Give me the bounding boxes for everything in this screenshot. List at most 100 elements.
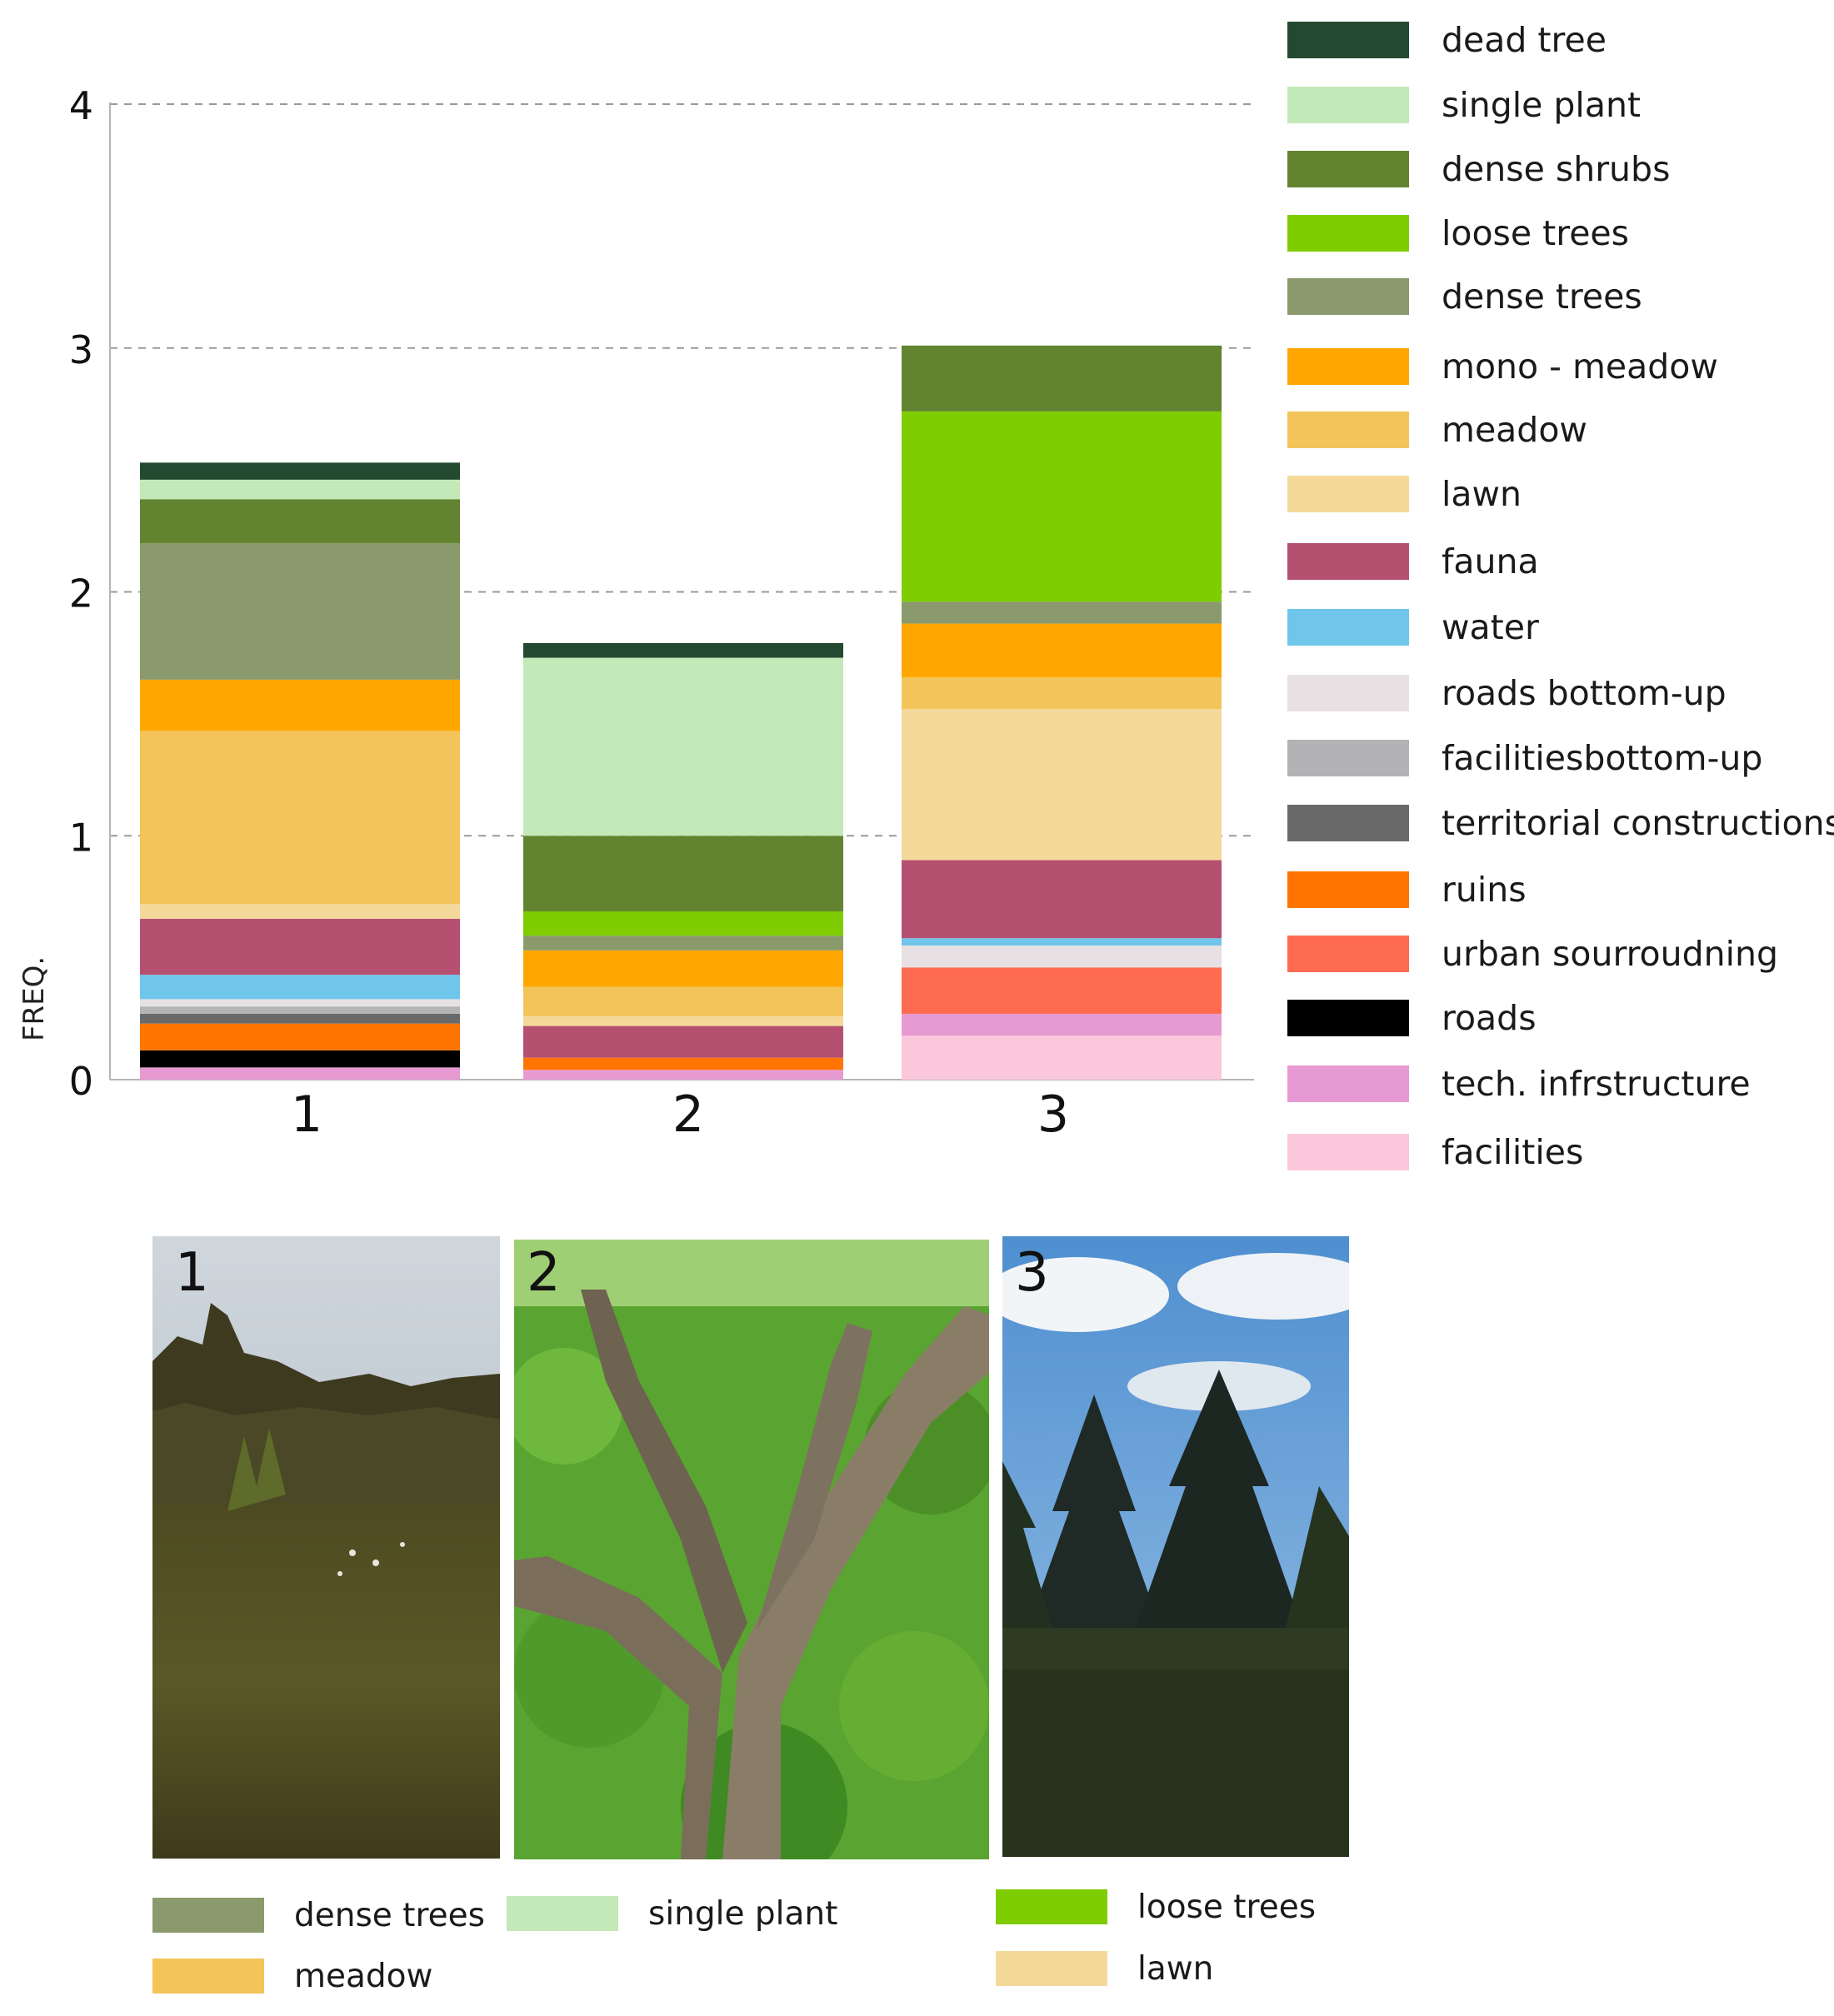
bar-3-dense-trees bbox=[902, 601, 1222, 624]
legend-swatch bbox=[1287, 871, 1409, 908]
photo-legend-item-loose-trees: loose trees bbox=[996, 1889, 1346, 1926]
bar-2-tech-infrstructure bbox=[523, 1070, 843, 1080]
y-tick-label-2: 2 bbox=[69, 571, 93, 616]
legend-swatch bbox=[1287, 412, 1409, 448]
y-axis-label: FREQ. bbox=[17, 956, 51, 1041]
photo-legend-swatch bbox=[996, 1889, 1107, 1924]
legend-swatch bbox=[1287, 87, 1409, 123]
bar-3-lawn bbox=[902, 709, 1222, 861]
legend-swatch bbox=[1287, 348, 1409, 385]
photo-site-3-image bbox=[1002, 1236, 1349, 1857]
legend-swatch bbox=[1287, 476, 1409, 512]
legend-label: water bbox=[1442, 607, 1539, 647]
photo-legend-swatch bbox=[152, 1898, 264, 1933]
legend-item-dead-tree: dead tree bbox=[1287, 22, 1829, 60]
legend-label: tech. infrstructure bbox=[1442, 1064, 1751, 1104]
legend-label: single plant bbox=[1442, 85, 1642, 125]
legend-item-tech-infrastructure: tech. infrstructure bbox=[1287, 1065, 1829, 1104]
bar-1-mono-meadow bbox=[140, 679, 460, 731]
legend-item-loose-trees: loose trees bbox=[1287, 215, 1829, 253]
legend-swatch bbox=[1287, 543, 1409, 580]
photo-legend-label: loose trees bbox=[1137, 1889, 1317, 1926]
legend-label: meadow bbox=[1442, 410, 1587, 450]
bar-3-dense-shrubs bbox=[902, 345, 1222, 412]
legend-item-dense-trees: dense trees bbox=[1287, 278, 1829, 317]
bar-1-water bbox=[140, 975, 460, 1000]
legend-swatch bbox=[1287, 278, 1409, 315]
legend-label: facilitiesbottom-up bbox=[1442, 738, 1763, 778]
chart-legend: dead tree single plant dense shrubs loos… bbox=[1287, 0, 1834, 1191]
bars bbox=[140, 345, 1222, 1080]
bar-2-fauna bbox=[523, 1025, 843, 1058]
legend-label: dense trees bbox=[1442, 277, 1642, 317]
photo-site-2-image bbox=[514, 1240, 989, 1859]
bar-3-meadow bbox=[902, 676, 1222, 710]
bar-3-tech-infrstructure bbox=[902, 1013, 1222, 1036]
bar-1-territorial-constructions bbox=[140, 1013, 460, 1024]
legend-label: dense shrubs bbox=[1442, 149, 1671, 189]
bar-3-water bbox=[902, 938, 1222, 946]
bar-3-roads-bottom-up bbox=[902, 945, 1222, 968]
legend-swatch bbox=[1287, 22, 1409, 58]
bar-1-dense-trees bbox=[140, 542, 460, 680]
legend-item-water: water bbox=[1287, 609, 1829, 647]
bar-1-roads-bottom-up bbox=[140, 999, 460, 1007]
legend-label: urban sourroudning bbox=[1442, 934, 1779, 974]
legend-item-fauna: fauna bbox=[1287, 543, 1829, 581]
bar-2-ruins bbox=[523, 1057, 843, 1070]
y-tick-label-4: 4 bbox=[69, 83, 93, 128]
photo-legend-swatch bbox=[996, 1951, 1107, 1986]
legend-swatch bbox=[1287, 740, 1409, 776]
bar-2-dense-shrubs bbox=[523, 836, 843, 912]
legend-swatch bbox=[1287, 1065, 1409, 1102]
photo-number-1: 1 bbox=[175, 1242, 209, 1304]
bar-1-dense-shrubs bbox=[140, 499, 460, 543]
x-tick-label-1: 1 bbox=[291, 1085, 322, 1144]
legend-item-single-plant: single plant bbox=[1287, 87, 1829, 125]
legend-item-urban-surrounding: urban sourroudning bbox=[1287, 936, 1829, 974]
legend-label: territorial constructions bbox=[1442, 803, 1834, 843]
legend-item-mono-meadow: mono - meadow bbox=[1287, 348, 1829, 387]
y-tick-label-0: 0 bbox=[69, 1059, 93, 1104]
bar-2-dead-tree bbox=[523, 642, 843, 658]
photo-legend-label: dense trees bbox=[294, 1897, 485, 1934]
legend-item-dense-shrubs: dense shrubs bbox=[1287, 151, 1829, 189]
legend-label: fauna bbox=[1442, 541, 1539, 581]
x-tick-label-2: 2 bbox=[672, 1085, 704, 1144]
y-tick-label-1: 1 bbox=[69, 815, 93, 860]
bar-1-facilitiesbottom-up bbox=[140, 1006, 460, 1014]
legend-swatch bbox=[1287, 215, 1409, 252]
bar-1-roads bbox=[140, 1050, 460, 1068]
y-tick-label-3: 3 bbox=[69, 327, 93, 372]
legend-swatch bbox=[1287, 1134, 1409, 1170]
bar-2-meadow bbox=[523, 986, 843, 1016]
photo-number-3: 3 bbox=[1015, 1242, 1049, 1304]
legend-label: lawn bbox=[1442, 474, 1522, 514]
bar-1-meadow bbox=[140, 731, 460, 905]
photo-site-2 bbox=[514, 1240, 989, 1859]
legend-swatch bbox=[1287, 675, 1409, 711]
legend-label: loose trees bbox=[1442, 213, 1630, 253]
legend-swatch bbox=[1287, 1000, 1409, 1036]
bar-1-ruins bbox=[140, 1023, 460, 1050]
bar-3-mono-meadow bbox=[902, 623, 1222, 677]
photo-legend-swatch bbox=[152, 1959, 264, 1994]
bar-3-urban-sourroudning bbox=[902, 967, 1222, 1014]
legend-label: dead tree bbox=[1442, 20, 1607, 60]
legend-item-facilities: facilities bbox=[1287, 1134, 1829, 1172]
photo-legend-item-dense-trees: dense trees bbox=[152, 1898, 502, 1934]
photo-legend-label: single plant bbox=[648, 1895, 838, 1933]
legend-swatch bbox=[1287, 936, 1409, 972]
photo-legend-item-single-plant: single plant bbox=[507, 1896, 857, 1933]
bar-2-single-plant bbox=[523, 657, 843, 836]
bar-3-facilities bbox=[902, 1035, 1222, 1080]
photo-site-1-image bbox=[152, 1236, 500, 1859]
photo-number-2: 2 bbox=[527, 1242, 561, 1304]
tick-labels: 0 1 2 3 4 1 2 3 bbox=[69, 83, 1069, 1144]
photo-site-3 bbox=[1002, 1236, 1349, 1857]
bar-2-dense-trees bbox=[523, 936, 843, 951]
photo-legend-swatch bbox=[507, 1896, 618, 1931]
legend-label: ruins bbox=[1442, 870, 1527, 910]
photo-legend-label: meadow bbox=[294, 1958, 433, 1995]
legend-item-meadow: meadow bbox=[1287, 412, 1829, 450]
